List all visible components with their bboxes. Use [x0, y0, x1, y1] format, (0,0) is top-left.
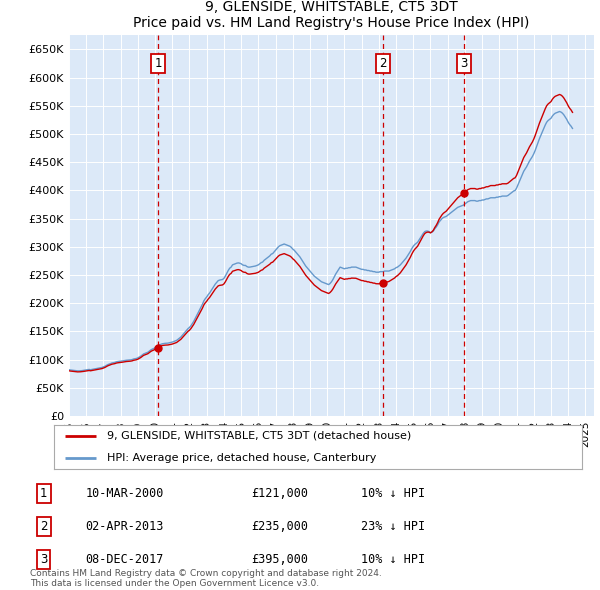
Text: 3: 3	[460, 57, 467, 70]
Text: 23% ↓ HPI: 23% ↓ HPI	[361, 520, 425, 533]
Text: £121,000: £121,000	[251, 487, 308, 500]
Text: 3: 3	[40, 553, 47, 566]
Text: 2: 2	[379, 57, 387, 70]
Text: Contains HM Land Registry data © Crown copyright and database right 2024.
This d: Contains HM Land Registry data © Crown c…	[30, 569, 382, 588]
Title: 9, GLENSIDE, WHITSTABLE, CT5 3DT
Price paid vs. HM Land Registry's House Price I: 9, GLENSIDE, WHITSTABLE, CT5 3DT Price p…	[133, 0, 530, 30]
Text: 08-DEC-2017: 08-DEC-2017	[85, 553, 164, 566]
Text: 2: 2	[40, 520, 47, 533]
Text: HPI: Average price, detached house, Canterbury: HPI: Average price, detached house, Cant…	[107, 453, 376, 463]
Text: £235,000: £235,000	[251, 520, 308, 533]
Text: 1: 1	[40, 487, 47, 500]
Text: 1: 1	[155, 57, 162, 70]
Text: 10% ↓ HPI: 10% ↓ HPI	[361, 487, 425, 500]
Text: 02-APR-2013: 02-APR-2013	[85, 520, 164, 533]
Text: 9, GLENSIDE, WHITSTABLE, CT5 3DT (detached house): 9, GLENSIDE, WHITSTABLE, CT5 3DT (detach…	[107, 431, 411, 441]
Text: 10-MAR-2000: 10-MAR-2000	[85, 487, 164, 500]
Text: 10% ↓ HPI: 10% ↓ HPI	[361, 553, 425, 566]
Text: £395,000: £395,000	[251, 553, 308, 566]
